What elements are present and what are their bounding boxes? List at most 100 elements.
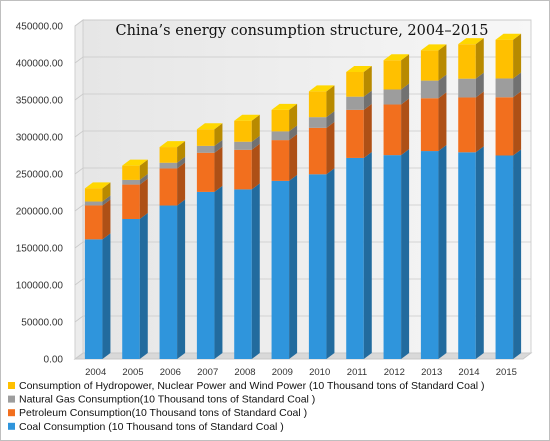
bar-side xyxy=(513,91,522,156)
bar-side xyxy=(326,111,335,128)
bar-side xyxy=(139,159,148,180)
x-tick-label: 2015 xyxy=(496,367,517,378)
plot-area xyxy=(73,19,533,360)
bar-side xyxy=(438,92,447,152)
bar-segment xyxy=(234,135,260,150)
y-tick-label: 50000.00 xyxy=(21,318,63,329)
back-wall xyxy=(82,19,532,354)
bar-front xyxy=(495,155,514,359)
bar-segment xyxy=(308,111,335,128)
bar-segment xyxy=(271,174,298,359)
bar-front xyxy=(271,109,290,132)
bar-segment xyxy=(346,103,372,158)
bar-side xyxy=(251,135,260,150)
legend-item: Petroleum Consumption(10 Thousand tons o… xyxy=(8,407,307,419)
side-wall xyxy=(74,19,84,360)
bar-side xyxy=(214,123,223,146)
y-tick-label: 100000.00 xyxy=(16,281,64,292)
bar-segment xyxy=(122,159,148,180)
x-tick-label: 2009 xyxy=(272,367,293,378)
bar-side xyxy=(177,156,186,169)
bar-front xyxy=(84,205,103,240)
bar-segment xyxy=(346,151,372,359)
bar-side xyxy=(102,195,111,206)
bar-front xyxy=(308,127,327,175)
bar-side xyxy=(102,233,111,359)
bar-segment xyxy=(84,233,111,359)
legend-item: Natural Gas Consumption(10 Thousand tons… xyxy=(8,394,315,406)
bar-segment xyxy=(346,90,372,110)
bar-side xyxy=(401,149,410,359)
bar-front xyxy=(458,78,476,98)
y-tick-label: 200000.00 xyxy=(16,207,64,218)
bar-top xyxy=(420,44,447,51)
bar-side xyxy=(363,90,372,110)
bar-side xyxy=(214,146,223,192)
bar-side xyxy=(139,173,148,185)
gridline xyxy=(74,19,531,27)
bar-side xyxy=(363,65,372,97)
bar-front xyxy=(458,152,476,359)
bar-segment xyxy=(495,72,522,98)
bar-top xyxy=(346,65,372,72)
bar-side xyxy=(513,72,522,98)
bar-front xyxy=(234,189,252,359)
bar-front xyxy=(383,155,402,359)
bar-side xyxy=(438,145,447,359)
bar-top xyxy=(234,114,260,121)
x-tick-label: 2013 xyxy=(421,367,442,378)
bar-front xyxy=(383,89,402,105)
bar-side xyxy=(475,91,484,153)
bar-segment xyxy=(84,199,111,240)
legend-item: Consumption of Hydropower, Nuclear Power… xyxy=(8,380,485,392)
bar-side xyxy=(475,72,484,98)
bar-side xyxy=(401,98,410,156)
legend-swatch xyxy=(8,395,15,403)
bar-top xyxy=(122,159,148,166)
bar-segment xyxy=(84,182,111,202)
y-tick-label: 250000.00 xyxy=(16,170,64,181)
bar-side xyxy=(513,149,522,359)
x-tick-label: 2007 xyxy=(197,367,218,378)
bar-side xyxy=(251,183,260,359)
bar-front xyxy=(346,109,364,158)
x-tick-label: 2012 xyxy=(384,367,405,378)
bar-top xyxy=(308,85,335,92)
bar-front xyxy=(308,117,327,128)
bar-segment xyxy=(420,92,447,152)
chart-title: China’s energy consumption structure, 20… xyxy=(116,23,489,39)
legend-label: Natural Gas Consumption(10 Thousand tons… xyxy=(19,394,315,406)
gridline xyxy=(74,204,531,212)
x-tick-label: 2004 xyxy=(85,367,106,378)
bar-side xyxy=(363,103,372,158)
bar-side xyxy=(214,185,223,359)
bar-segment xyxy=(159,156,186,169)
bar-segment xyxy=(495,149,522,359)
bar-segment xyxy=(383,54,410,90)
bar-side xyxy=(289,103,298,132)
bar-side xyxy=(438,44,447,81)
y-tick-label: 400000.00 xyxy=(16,59,64,70)
bar-segment xyxy=(196,185,223,359)
bar-side xyxy=(513,33,522,79)
bar-front xyxy=(196,152,215,192)
bar-segment xyxy=(122,173,148,185)
bar-front xyxy=(159,162,178,169)
bar-top xyxy=(458,38,484,45)
bar-top xyxy=(271,103,298,110)
bar-side xyxy=(251,114,260,142)
bar-front xyxy=(420,151,439,359)
bar-segment xyxy=(495,33,522,79)
bar-front xyxy=(122,218,140,359)
bar-front xyxy=(234,120,252,142)
bar-segment xyxy=(159,162,186,206)
bar-front xyxy=(84,201,103,206)
bar-side xyxy=(401,54,410,90)
bar-front xyxy=(234,149,252,190)
x-tick-label: 2011 xyxy=(347,367,367,378)
legend-swatch xyxy=(8,422,15,430)
legend-label: Coal Consumption (10 Thousand tons of St… xyxy=(19,421,284,433)
bar-front xyxy=(122,179,140,185)
bar-front xyxy=(84,188,103,202)
bar-segment xyxy=(271,134,298,181)
